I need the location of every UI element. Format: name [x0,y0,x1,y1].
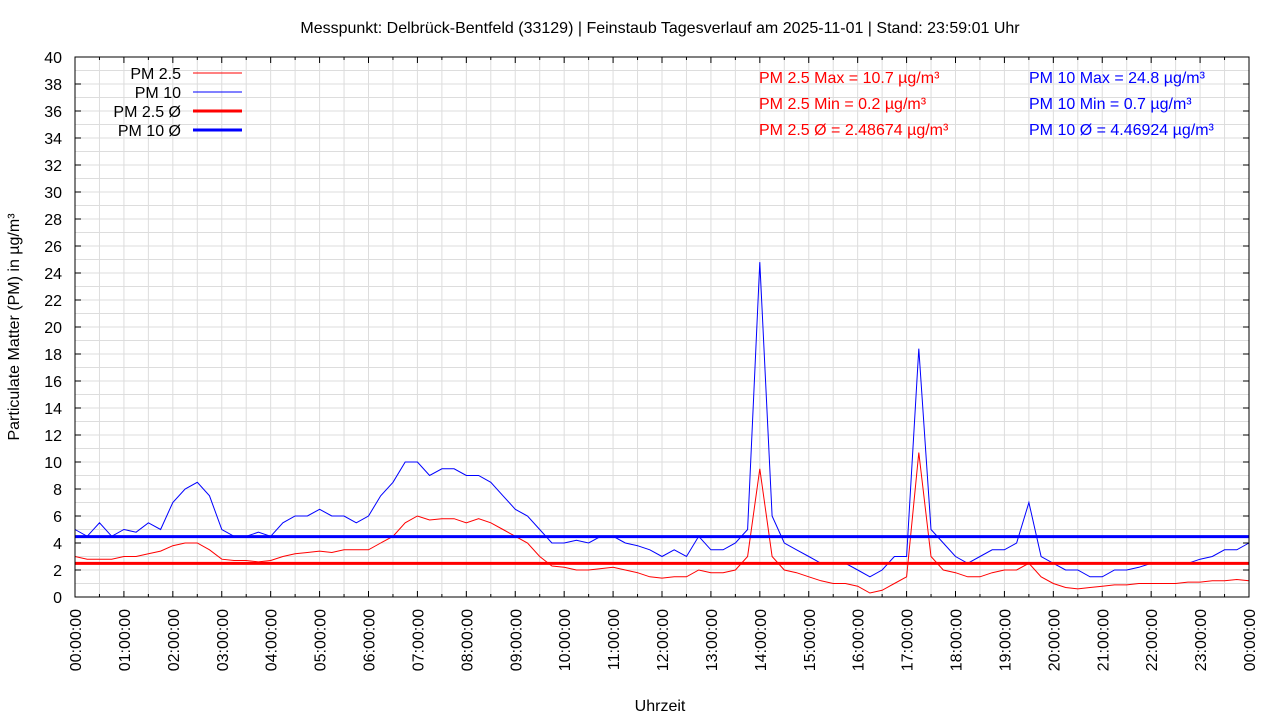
y-tick-label: 36 [44,104,62,121]
y-tick-label: 12 [44,428,62,445]
legend-label: PM 10 [135,85,181,102]
y-tick-label: 26 [44,239,62,256]
x-tick-label: 06:00:00 [362,609,379,671]
x-tick-label: 19:00:00 [997,609,1014,671]
x-tick-label: 07:00:00 [410,609,427,671]
y-tick-label: 22 [44,293,62,310]
y-tick-label: 30 [44,185,62,202]
stat-annotation: PM 10 Max = 24.8 µg/m³ [1029,70,1206,87]
y-axis-label: Particulate Matter (PM) in µg/m³ [6,213,23,441]
y-tick-label: 2 [53,563,62,580]
y-tick-label: 0 [53,590,62,607]
legend-label: PM 2.5 Ø [113,104,181,121]
ticks: 024681012141618202224262830323436384000:… [44,50,1259,671]
stats-annotations: PM 2.5 Max = 10.7 µg/m³ PM 2.5 Min = 0.2 … [759,70,1215,139]
y-tick-label: 32 [44,158,62,175]
stat-annotation: PM 2.5 Max = 10.7 µg/m³ [759,70,940,87]
legend-label: PM 10 Ø [118,123,181,140]
x-tick-label: 08:00:00 [459,609,476,671]
x-tick-label: 00:00:00 [1242,609,1259,671]
y-tick-label: 14 [44,401,62,418]
series-layer [74,262,1250,594]
y-tick-label: 34 [44,131,62,148]
x-axis-label: Uhrzeit [635,698,686,715]
x-tick-label: 18:00:00 [949,609,966,671]
x-tick-label: 23:00:00 [1193,609,1210,671]
y-tick-label: 10 [44,455,62,472]
y-tick-label: 6 [53,509,62,526]
x-tick-label: 15:00:00 [802,609,819,671]
chart-title: Messpunkt: Delbrück-Bentfeld (33129) | F… [300,20,1020,37]
y-tick-label: 8 [53,482,62,499]
x-tick-label: 17:00:00 [900,609,917,671]
x-tick-label: 09:00:00 [508,609,525,671]
x-tick-label: 05:00:00 [313,609,330,671]
y-tick-label: 4 [53,536,62,553]
x-tick-label: 22:00:00 [1144,609,1161,671]
x-tick-label: 11:00:00 [606,609,623,670]
legend-label: PM 2.5 [130,66,181,83]
x-tick-label: 01:00:00 [117,609,134,671]
y-tick-label: 40 [44,50,62,67]
x-tick-label: 03:00:00 [215,609,232,671]
x-tick-label: 04:00:00 [264,609,281,671]
stat-annotation: PM 2.5 Min = 0.2 µg/m³ [759,96,927,113]
grid [75,57,1249,597]
x-tick-label: 16:00:00 [851,609,868,671]
x-tick-label: 21:00:00 [1095,609,1112,671]
y-tick-label: 16 [44,374,62,391]
stat-annotation: PM 10 Ø = 4.46924 µg/m³ [1029,122,1215,139]
x-tick-label: 12:00:00 [655,609,672,671]
series-line-pm-2-5 [74,452,1250,594]
x-tick-label: 00:00:00 [68,609,85,671]
y-tick-label: 24 [44,266,62,283]
x-tick-label: 13:00:00 [704,609,721,671]
x-tick-label: 02:00:00 [166,609,183,671]
y-tick-label: 20 [44,320,62,337]
y-tick-label: 18 [44,347,62,364]
stat-annotation: PM 2.5 Ø = 2.48674 µg/m³ [759,122,949,139]
stat-annotation: PM 10 Min = 0.7 µg/m³ [1029,96,1192,113]
x-tick-label: 20:00:00 [1046,609,1063,671]
y-tick-label: 38 [44,77,62,94]
x-tick-label: 14:00:00 [753,609,770,671]
y-tick-label: 28 [44,212,62,229]
legend: PM 2.5 PM 10 PM 2.5 Ø PM 10 Ø [113,66,242,140]
x-tick-label: 10:00:00 [557,609,574,671]
